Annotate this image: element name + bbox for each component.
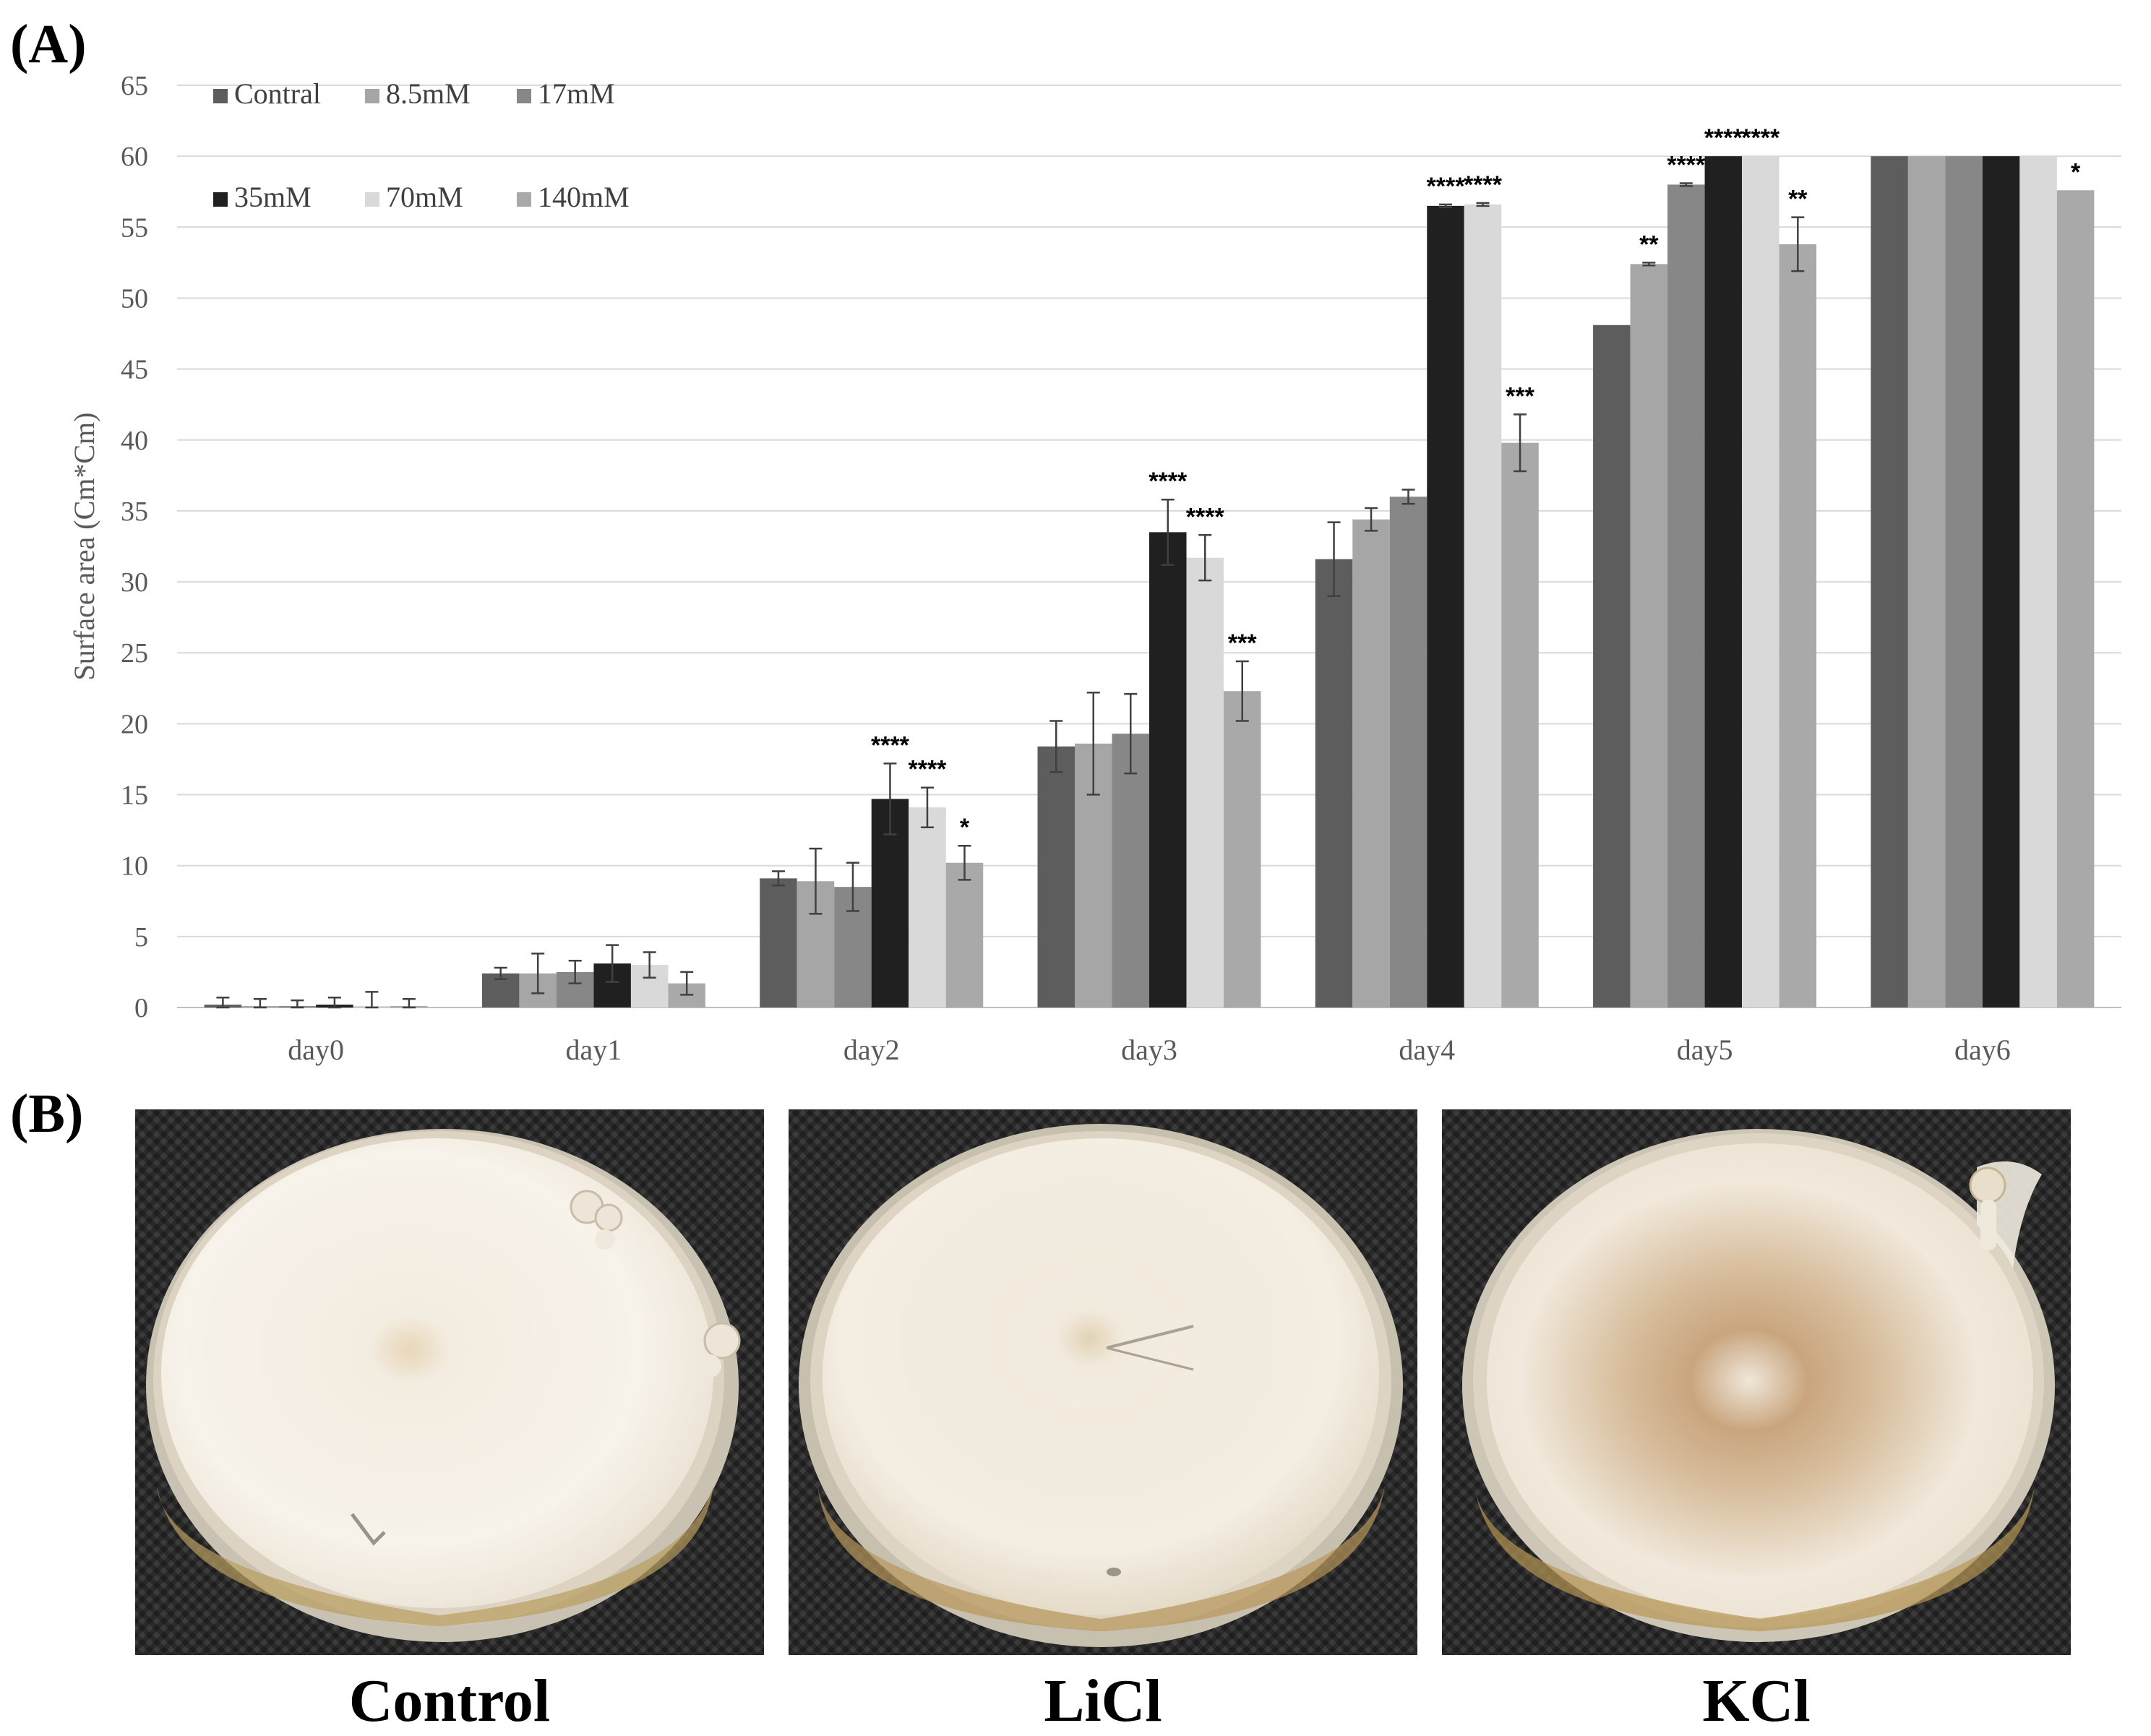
y-tick-label: 25 [121, 638, 148, 669]
bar-day3-Contral [1037, 746, 1075, 1007]
x-tick-label: day2 [843, 1034, 900, 1066]
significance-marker: **** [1186, 503, 1225, 530]
y-axis-label: Surface area (Cm*Cm) [68, 413, 100, 681]
bar-day5-8.5mM [1630, 264, 1668, 1008]
petri-dish-kcl-photo [1442, 1109, 2071, 1655]
legend-label: 140mM [538, 181, 630, 213]
bar-day4-Contral [1315, 559, 1353, 1007]
petri-dish-control-photo [135, 1109, 764, 1655]
y-tick-label: 5 [134, 922, 148, 953]
x-tick-label: day6 [1954, 1034, 2011, 1066]
significance-marker: ** [1788, 186, 1808, 213]
significance-marker: *** [1506, 382, 1534, 410]
y-tick-label: 10 [121, 851, 148, 882]
caption-kcl: KCl [1702, 1667, 1811, 1735]
significance-marker: **** [1667, 151, 1706, 179]
bar-day3-17mM [1112, 734, 1149, 1007]
y-tick-label: 35 [121, 497, 148, 527]
significance-marker: *** [1228, 629, 1257, 657]
y-tick-label: 0 [134, 993, 148, 1023]
significance-marker: **** [1427, 173, 1466, 200]
bar-day4-8.5mM [1352, 519, 1390, 1007]
significance-marker: **** [1741, 124, 1780, 152]
significance-marker: **** [871, 731, 910, 759]
legend-label: 8.5mM [386, 77, 471, 110]
significance-marker: **** [1464, 171, 1503, 199]
bar-chart: 0 5 10 15 20 25 30 35 40 45 50 55 60 65 Surface area (… [68, 71, 2121, 1066]
x-tick-label: day0 [288, 1034, 344, 1066]
significance-marker: **** [908, 756, 947, 783]
legend-swatch-Contral [213, 89, 228, 103]
y-tick-label: 50 [121, 283, 148, 314]
x-tick-label: day4 [1399, 1034, 1455, 1066]
bar-day5-70mM [1742, 156, 1779, 1008]
bar-day3-140mM [1224, 691, 1261, 1007]
y-tick-label: 45 [121, 355, 148, 385]
y-tick-label: 30 [121, 567, 148, 598]
bar-day6-35mM [1982, 156, 2020, 1008]
bar-day6-17mM [1945, 156, 1983, 1008]
y-tick-label: 65 [121, 71, 148, 101]
x-tick-label: day1 [566, 1034, 622, 1066]
legend-swatch-70mM [365, 192, 379, 207]
petri-dish-licl-photo [789, 1109, 1417, 1655]
legend-label: 70mM [386, 181, 463, 213]
bar-day2-70mM [909, 807, 946, 1007]
x-tick-label: day5 [1677, 1034, 1733, 1066]
panel-label-b: (B) [10, 1083, 84, 1144]
significance-marker: **** [1149, 468, 1188, 495]
bar-day5-140mM [1779, 244, 1817, 1007]
bar-day2-Contral [760, 878, 797, 1007]
bar-day6-8.5mM [1907, 156, 1946, 1008]
legend-label: 35mM [234, 181, 312, 213]
bar-day6-70mM [2019, 156, 2057, 1008]
significance-marker: **** [1704, 124, 1743, 152]
bar-day2-140mM [945, 862, 984, 1007]
legend-swatch-140mM [517, 192, 531, 207]
y-tick-label: 15 [121, 781, 148, 811]
bar-day4-70mM [1464, 204, 1502, 1008]
bar-day4-140mM [1501, 442, 1539, 1007]
caption-control: Control [348, 1667, 551, 1735]
y-tick-label: 20 [121, 709, 148, 739]
y-tick-label: 60 [121, 142, 148, 172]
bar-day3-35mM [1149, 532, 1187, 1007]
y-tick-label: 55 [121, 212, 148, 243]
panel-label-a: (A) [10, 14, 87, 74]
significance-marker: ** [1639, 231, 1659, 258]
y-tick-label: 40 [121, 426, 148, 456]
bar-day3-70mM [1186, 557, 1224, 1007]
legend-swatch-35mM [213, 192, 228, 207]
bar-day6-140mM [2056, 190, 2095, 1007]
bar-day4-35mM [1427, 205, 1464, 1007]
legend-label: Contral [234, 77, 321, 110]
legend-swatch-8.5mM [365, 89, 379, 103]
significance-marker: * [2071, 158, 2081, 186]
bar-day5-35mM [1704, 156, 1743, 1008]
legend-label: 17mM [538, 77, 615, 110]
bar-day5-17mM [1667, 184, 1705, 1007]
significance-marker: * [960, 814, 970, 841]
legend-swatch-17mM [517, 89, 531, 103]
bar-day5-Contral [1593, 325, 1631, 1007]
x-tick-label: day3 [1121, 1034, 1177, 1066]
bar-day4-17mM [1389, 497, 1427, 1007]
caption-licl: LiCl [1044, 1667, 1162, 1735]
bar-day6-Contral [1871, 156, 1908, 1008]
